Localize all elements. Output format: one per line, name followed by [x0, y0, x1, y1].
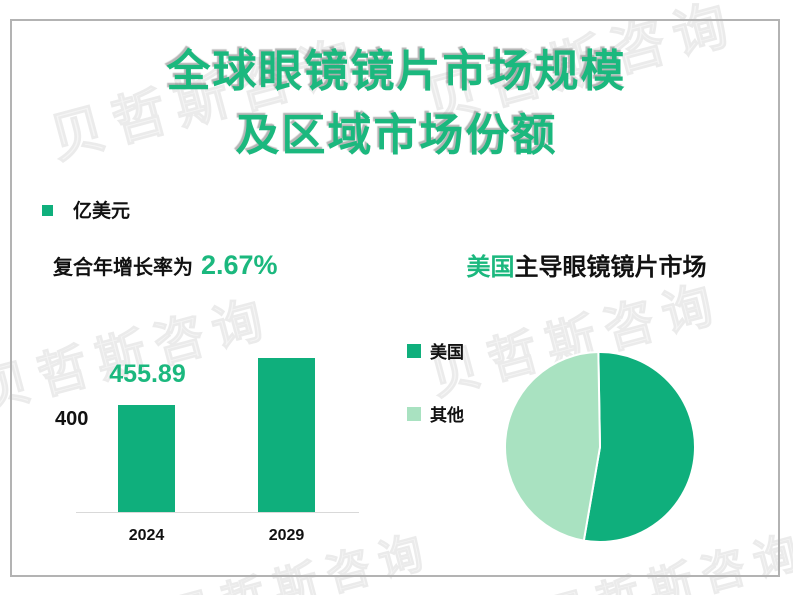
- bar-xlabel-2029: 2029: [268, 527, 305, 544]
- bar-chart-ytick: 400: [55, 408, 89, 430]
- legend-label-other: 其他: [430, 406, 464, 425]
- pie-title-rest: 主导眼镜镜片市场: [514, 254, 707, 281]
- pie-chart-title: 美国主导眼镜镜片市场: [430, 247, 743, 282]
- bar-data-label-2024: 455.89: [109, 360, 186, 388]
- pie-chart: [504, 351, 696, 543]
- page-title-line2: 及区域市场份额: [235, 111, 558, 160]
- page-title-line1: 全球眼镜镜片市场规模: [166, 47, 627, 96]
- bar-xlabel-2024: 2024: [128, 527, 165, 544]
- bar-2029: [258, 358, 315, 512]
- pie-title-accent: 美国: [466, 254, 515, 281]
- bar-chart-plot-area: [76, 353, 359, 513]
- bar-2024: [118, 405, 175, 512]
- page-title: 全球眼镜镜片市场规模 及区域市场份额: [0, 40, 793, 168]
- unit-legend-square-icon: [42, 205, 53, 216]
- page-border-frame: [10, 19, 780, 577]
- pie-slice-美国: [582, 351, 696, 543]
- cagr-prefix: 复合年增长率为: [53, 257, 193, 279]
- unit-legend: 亿美元: [42, 196, 130, 223]
- cagr-statement: 复合年增长率为 2.67%: [53, 250, 278, 281]
- cagr-value: 2.67%: [201, 250, 278, 280]
- legend-square-other-icon: [407, 406, 421, 421]
- legend-label-us: 美国: [430, 343, 464, 362]
- legend-square-us-icon: [407, 343, 421, 358]
- pie-legend-item-other: 其他: [407, 401, 464, 426]
- pie-slice-其他: [504, 351, 601, 542]
- unit-legend-label: 亿美元: [73, 201, 131, 222]
- pie-legend-item-us: 美国: [407, 338, 464, 363]
